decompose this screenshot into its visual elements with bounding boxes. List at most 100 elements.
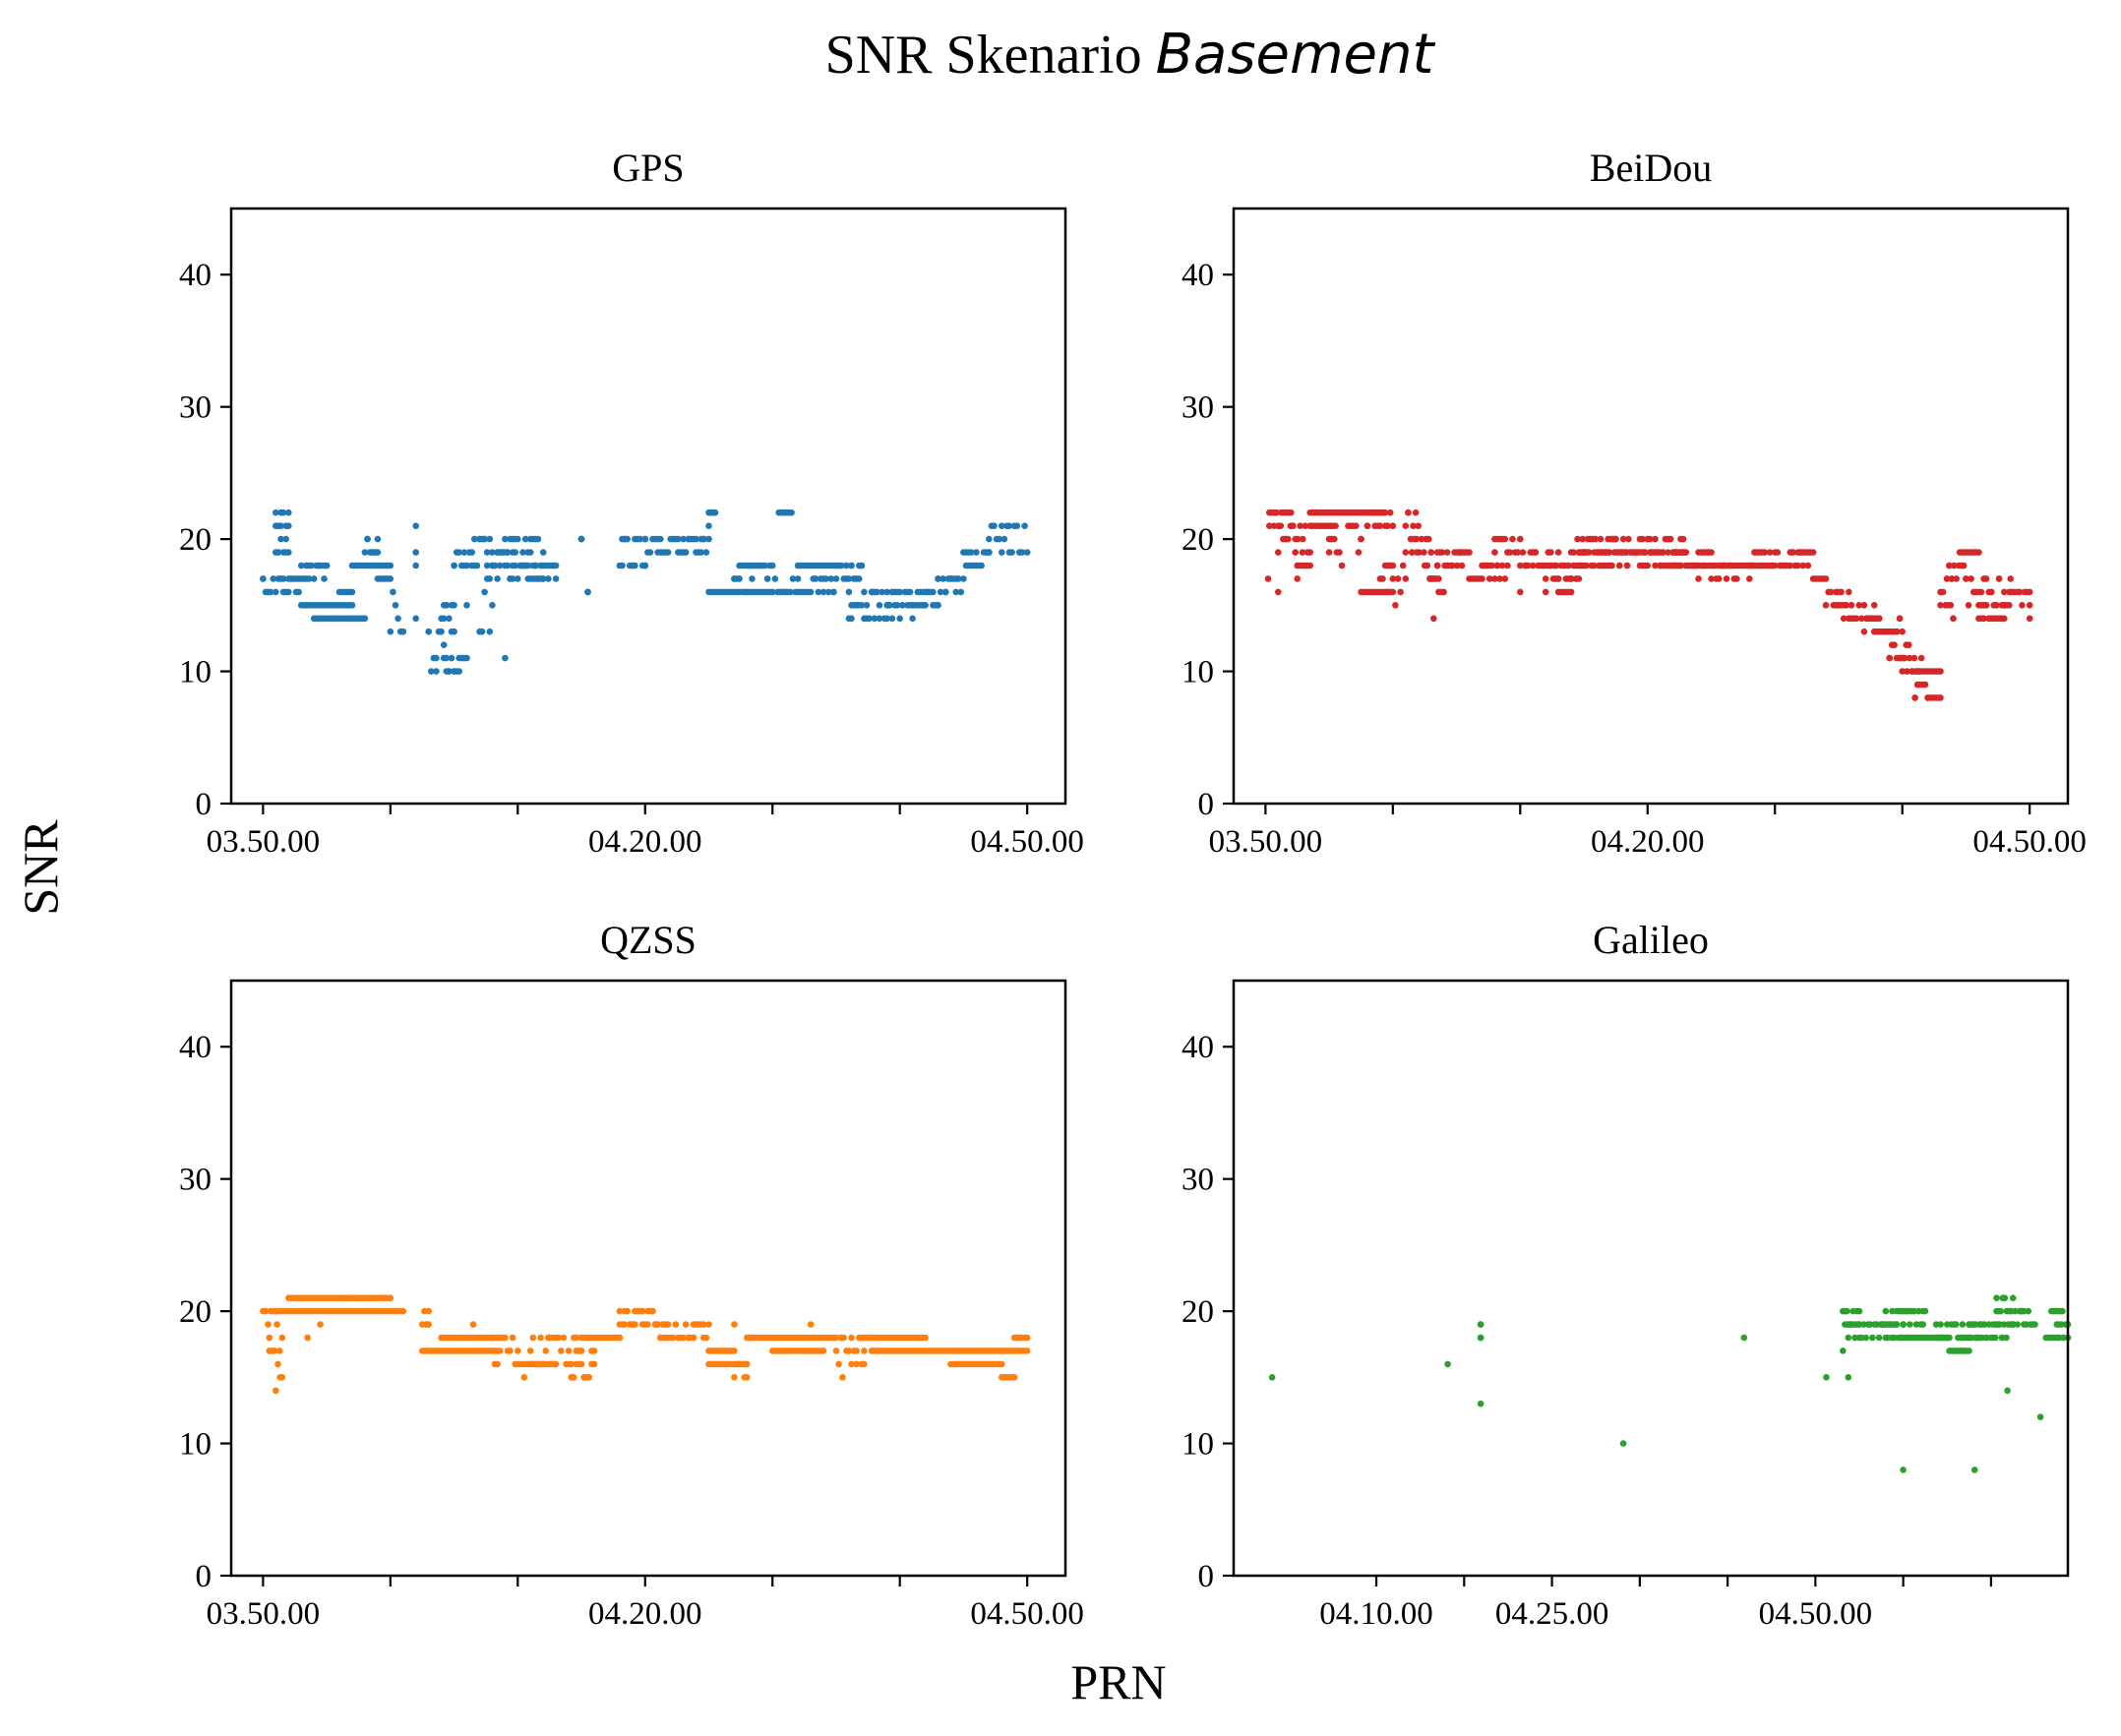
data-point bbox=[853, 1347, 860, 1354]
data-point bbox=[585, 1374, 593, 1381]
data-point bbox=[1410, 522, 1417, 529]
data-point bbox=[1990, 602, 1998, 609]
data-point bbox=[1567, 588, 1575, 596]
data-point bbox=[930, 588, 937, 596]
scatter-series bbox=[260, 1294, 1031, 1395]
data-point bbox=[532, 562, 539, 569]
data-point bbox=[443, 654, 451, 662]
data-point bbox=[700, 1321, 707, 1328]
data-point bbox=[460, 549, 468, 556]
data-point bbox=[451, 562, 457, 569]
data-point bbox=[455, 668, 463, 675]
data-point bbox=[502, 1334, 509, 1342]
data-point bbox=[1338, 562, 1346, 569]
data-point bbox=[1980, 615, 1987, 623]
data-point bbox=[1402, 549, 1410, 556]
data-point bbox=[1855, 1307, 1863, 1315]
data-point bbox=[1662, 562, 1669, 569]
data-point bbox=[1466, 549, 1473, 556]
data-point bbox=[310, 575, 318, 582]
data-point bbox=[1542, 575, 1549, 582]
data-point bbox=[824, 588, 832, 596]
data-point bbox=[1000, 535, 1008, 543]
data-point bbox=[260, 575, 267, 582]
data-point bbox=[262, 1307, 270, 1315]
data-point bbox=[1960, 562, 1968, 569]
data-point bbox=[282, 535, 290, 543]
data-point bbox=[2003, 1334, 2010, 1342]
data-point bbox=[646, 549, 654, 556]
data-point bbox=[1501, 535, 1509, 543]
data-point bbox=[999, 1360, 1005, 1368]
data-point bbox=[624, 1307, 631, 1315]
scatter-series bbox=[260, 509, 1031, 675]
data-point bbox=[1844, 1307, 1850, 1315]
data-point bbox=[1268, 1374, 1276, 1381]
data-point bbox=[848, 1334, 855, 1342]
data-point bbox=[832, 1347, 840, 1354]
data-point bbox=[1383, 588, 1390, 596]
data-point bbox=[520, 1374, 528, 1381]
data-point bbox=[1764, 562, 1771, 569]
data-point bbox=[446, 615, 453, 623]
data-point bbox=[1804, 562, 1812, 569]
data-point bbox=[348, 602, 356, 609]
data-point bbox=[2019, 602, 2026, 609]
data-point bbox=[1266, 522, 1273, 529]
data-point bbox=[1552, 562, 1559, 569]
data-point bbox=[392, 602, 399, 609]
data-point bbox=[819, 575, 827, 582]
data-point bbox=[1575, 575, 1583, 582]
data-point bbox=[285, 549, 292, 556]
data-point bbox=[1506, 549, 1514, 556]
data-point bbox=[1657, 562, 1664, 569]
data-point bbox=[935, 575, 941, 582]
data-point bbox=[1843, 602, 1849, 609]
data-point bbox=[1299, 535, 1306, 543]
data-point bbox=[1982, 575, 1990, 582]
data-point bbox=[1616, 562, 1623, 569]
data-point bbox=[451, 628, 457, 635]
plot-frame bbox=[229, 979, 1067, 1578]
data-point bbox=[1893, 1321, 1901, 1328]
data-point bbox=[483, 549, 491, 556]
data-point bbox=[843, 562, 850, 569]
data-point bbox=[1496, 575, 1503, 582]
data-point bbox=[1443, 549, 1451, 556]
data-point bbox=[1769, 562, 1776, 569]
data-point bbox=[496, 562, 504, 569]
x-tick-label: 04.50.00 bbox=[970, 1596, 1084, 1632]
data-point bbox=[2001, 1294, 2009, 1301]
data-point bbox=[693, 535, 699, 543]
data-point bbox=[1965, 602, 1972, 609]
data-point bbox=[1846, 588, 1852, 596]
data-point bbox=[481, 535, 488, 543]
data-point bbox=[1297, 522, 1303, 529]
data-point bbox=[1294, 535, 1302, 543]
data-point bbox=[749, 575, 756, 582]
data-point bbox=[744, 1374, 751, 1381]
data-point bbox=[1840, 1347, 1847, 1354]
data-point bbox=[438, 628, 445, 635]
y-tick-label: 10 bbox=[179, 655, 212, 690]
data-point bbox=[1273, 509, 1280, 516]
data-point bbox=[886, 602, 893, 609]
data-point bbox=[1937, 694, 1944, 701]
data-point bbox=[1306, 562, 1313, 569]
data-point bbox=[266, 1334, 273, 1342]
y-tick-label: 30 bbox=[1182, 390, 1214, 426]
data-point bbox=[654, 1321, 661, 1328]
data-point bbox=[1488, 562, 1496, 569]
data-point bbox=[1947, 602, 1955, 609]
data-point bbox=[1959, 1321, 1967, 1328]
data-point bbox=[1759, 562, 1766, 569]
data-point bbox=[489, 549, 496, 556]
data-point bbox=[1845, 1334, 1852, 1342]
data-point bbox=[539, 1360, 547, 1368]
data-point bbox=[1619, 1440, 1627, 1447]
x-tick-label: 04.10.00 bbox=[1319, 1596, 1433, 1632]
data-point bbox=[1567, 575, 1575, 582]
data-point bbox=[1746, 575, 1753, 582]
data-point bbox=[526, 549, 534, 556]
data-point bbox=[486, 628, 494, 635]
